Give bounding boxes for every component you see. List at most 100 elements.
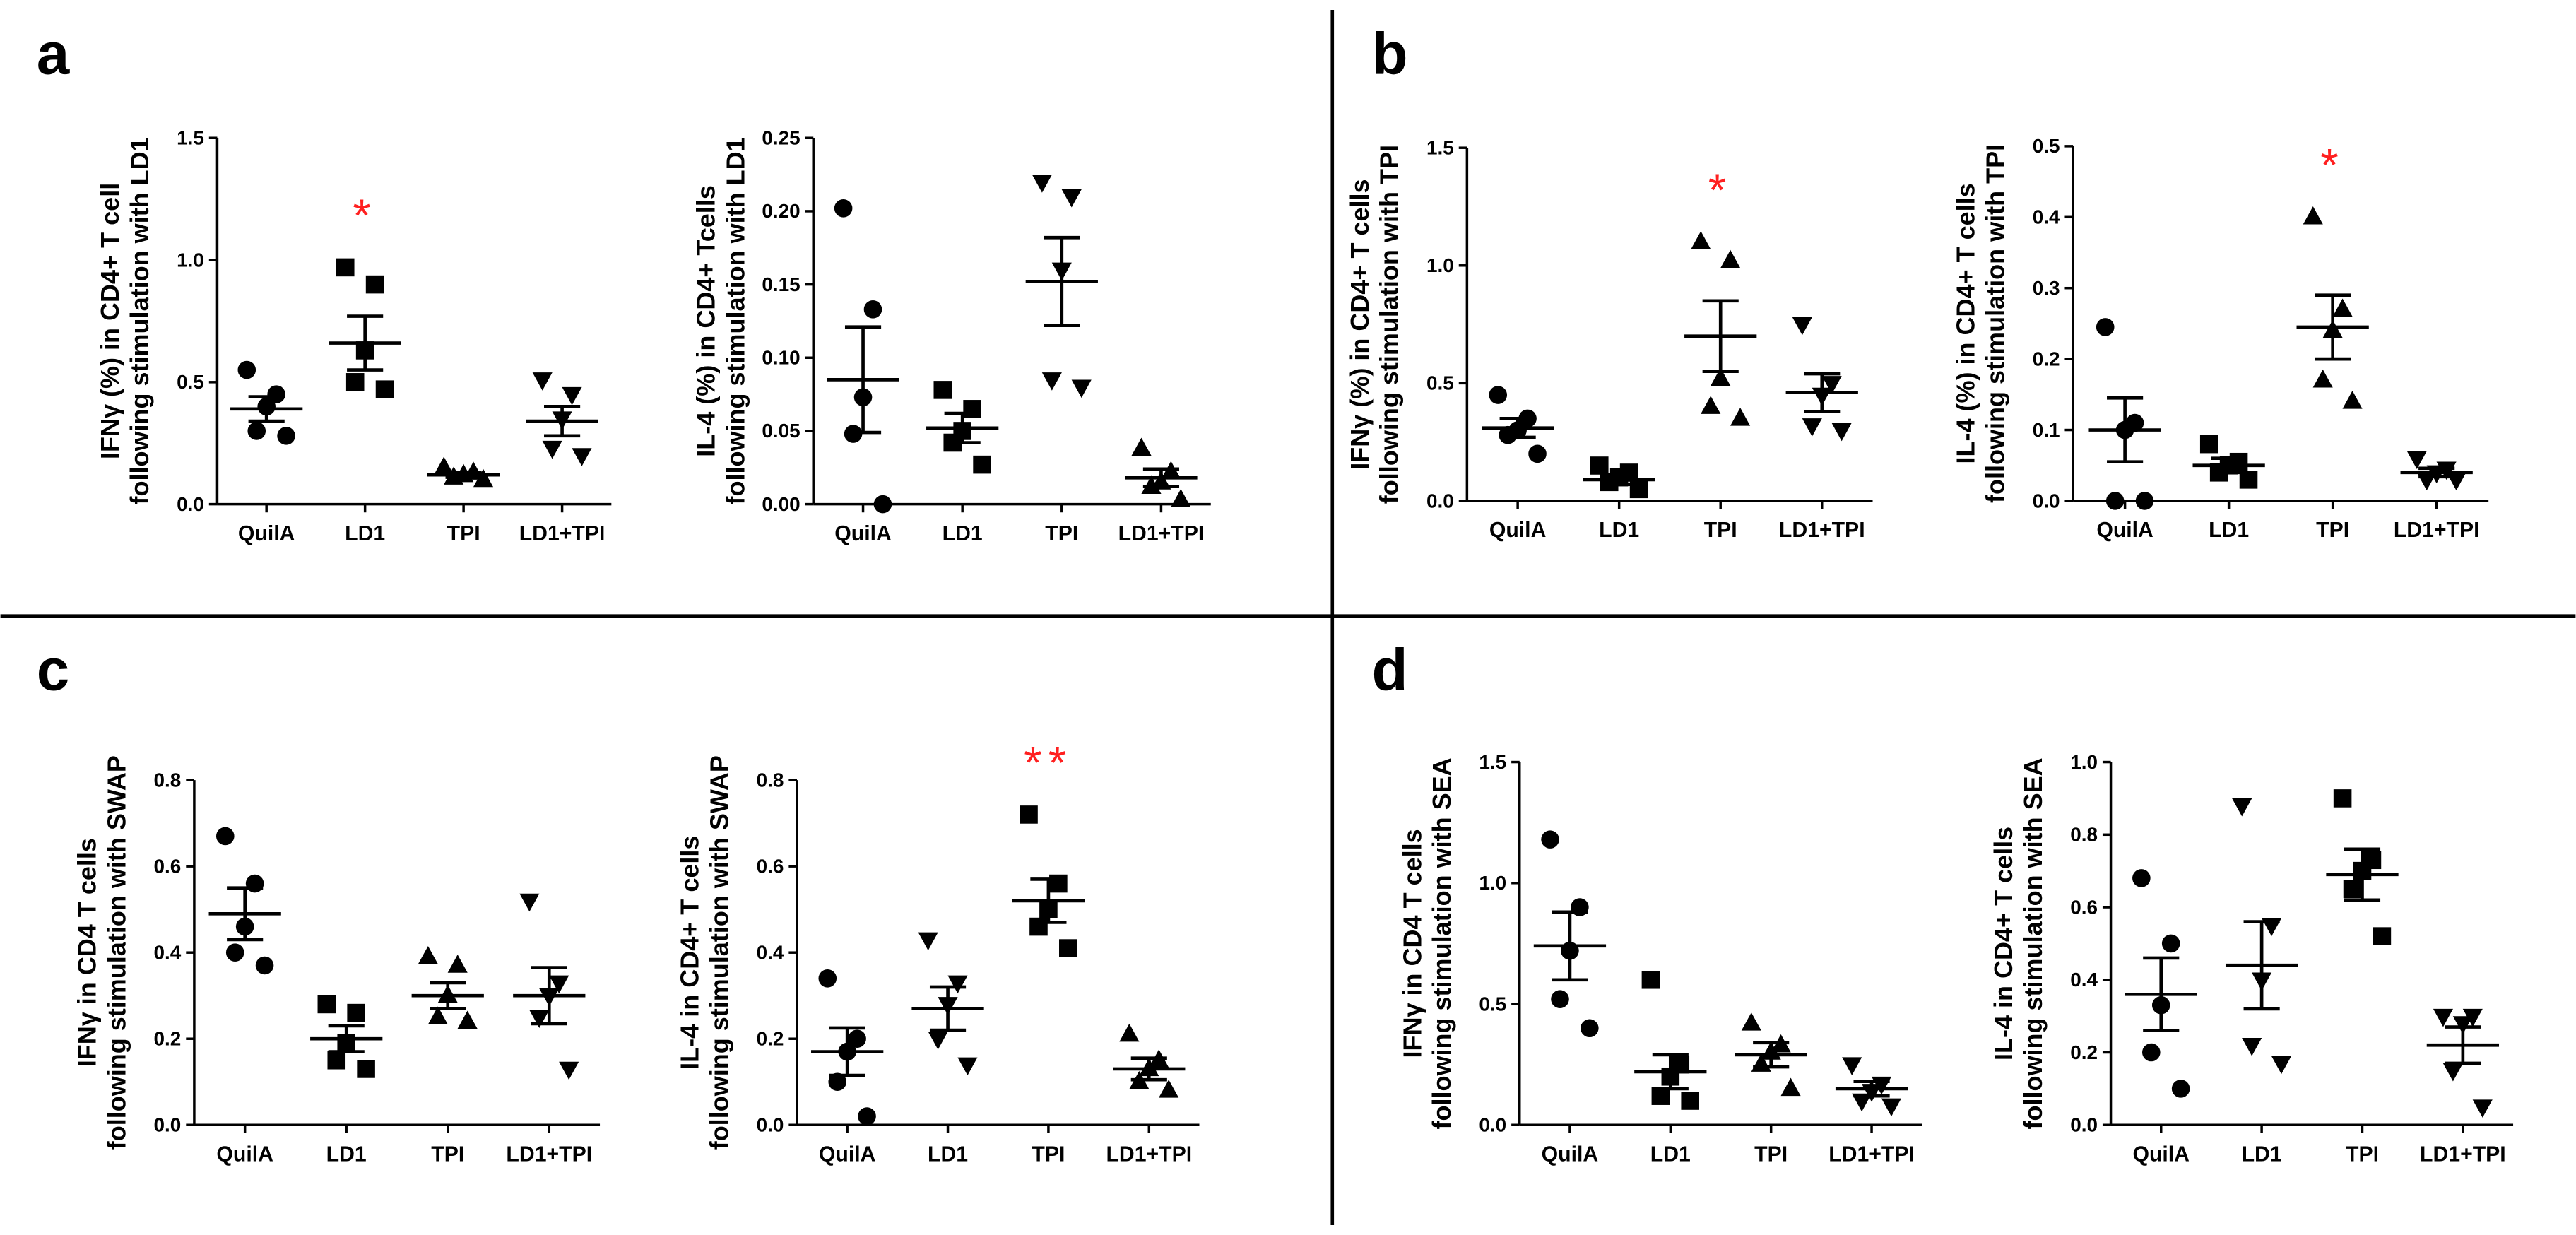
data-point [2096,318,2115,336]
y-tick-label: 0.5 [1426,372,1454,394]
x-tick-label: TPI [431,1142,464,1166]
data-point [549,975,569,994]
data-point [873,495,892,514]
y-tick-label: 0.20 [762,200,800,222]
data-point [947,975,968,994]
error-bar [328,1024,365,1053]
data-point [255,956,274,975]
y-tick-label: 0.10 [762,347,800,369]
error-bar [2211,456,2247,475]
data-point [559,1061,579,1080]
data-point [1171,489,1191,507]
x-tick-label: LD1+TPI [1118,522,1205,545]
data-point [1489,386,1508,404]
x-tick-label: TPI [1754,1142,1788,1166]
error-bar [347,314,384,372]
x-tick-label: LD1 [345,522,385,545]
data-point [1581,1019,1599,1038]
y-tick-label: 0.2 [757,1028,784,1050]
error-bar [829,1026,865,1077]
y-tick-label: 0.0 [757,1114,784,1136]
y-axis-label: following stimulation with SWAP [102,755,131,1150]
data-point [247,422,266,440]
data-point [858,1107,876,1125]
data-point [1701,396,1721,414]
y-tick-label: 0.3 [2033,277,2060,299]
x-tick-label: TPI [2346,1142,2379,1166]
data-point [1842,1057,1862,1075]
panel-label: a [37,20,71,87]
error-bar [227,886,264,942]
data-point [2132,869,2151,887]
x-tick-label: LD1+TPI [519,522,605,545]
data-point [277,427,295,445]
x-tick-label: QuilA [238,522,295,545]
significance-mark: * [353,189,377,241]
data-point [2472,1099,2493,1118]
error-bar [1804,372,1841,413]
y-tick-label: 0.5 [177,371,204,393]
data-point [1720,249,1741,268]
error-bar [929,985,967,1032]
error-bar [1499,417,1536,439]
y-tick-label: 0.15 [762,273,800,295]
y-tick-label: 0.2 [154,1028,182,1050]
y-tick-label: 1.0 [2070,751,2098,773]
x-tick-label: TPI [2316,519,2349,542]
x-tick-label: LD1+TPI [1779,519,1865,542]
y-tick-label: 0.0 [1426,490,1454,512]
chart: c 0.0 0.2 0.4 0.6 0.8 IFNγ in CD4 T cells follo… [37,636,601,1166]
x-tick-label: LD1 [2209,519,2249,542]
x-tick-label: QuilA [1542,1142,1599,1166]
y-tick-label: 0.8 [154,769,182,791]
y-tick-label: 0.1 [2033,419,2060,441]
y-tick-label: 0.4 [2070,969,2098,991]
data-point [345,373,365,391]
error-bar [1702,299,1739,374]
y-tick-label: 0.5 [1479,993,1506,1015]
data-point [375,380,394,398]
data-point [529,1010,550,1029]
y-tick-label: 0.8 [2070,824,2098,846]
data-point [1730,408,1751,426]
data-point [418,945,438,964]
error-bar [531,966,567,1026]
y-tick-label: 0.05 [762,420,800,442]
y-tick-label: 0.6 [2070,896,2098,918]
data-point [2333,789,2352,808]
y-axis-label: following stimulation with SEA [1427,757,1456,1129]
x-tick-label: TPI [1704,519,1737,542]
error-bar [844,325,882,435]
data-point [928,1031,948,1050]
data-point [1499,425,1517,444]
data-point [532,372,553,391]
data-point [2171,1080,2190,1098]
data-point [2442,1063,2463,1082]
x-tick-label: LD1+TPI [2420,1142,2506,1166]
y-tick-label: 1.0 [1426,254,1454,276]
data-point [2373,927,2392,945]
data-point [2303,206,2323,225]
error-bar [2445,1025,2481,1065]
y-tick-label: 1.5 [177,127,204,149]
error-bar [1044,235,1080,327]
data-point [1802,418,1822,437]
y-axis-label: following stimulation with SEA [2019,757,2048,1129]
y-axis-label: IL-4 (%) in CD4+ T cells [1951,183,1980,463]
y-axis-label: IFNγ in CD4 T cells [72,838,101,1067]
y-tick-label: 0.4 [154,941,182,963]
data-point [2312,369,2333,388]
y-tick-label: 0.00 [762,493,800,515]
y-tick-label: 0.0 [2070,1114,2098,1136]
data-point [1061,189,1082,208]
data-point [863,300,882,319]
chart: b 0.0 0.5 1.0 1.5 IFNγ (%) in CD4+ T cells fol… [1345,20,1873,542]
data-point [933,381,952,399]
data-point [457,1010,478,1029]
y-axis-label: following stimulation with LD1 [721,137,750,504]
y-axis-label: following stimulation with LD1 [125,137,154,504]
data-point [1528,444,1547,463]
data-point [427,1006,448,1024]
data-point [2105,492,2125,510]
data-point [973,455,991,474]
